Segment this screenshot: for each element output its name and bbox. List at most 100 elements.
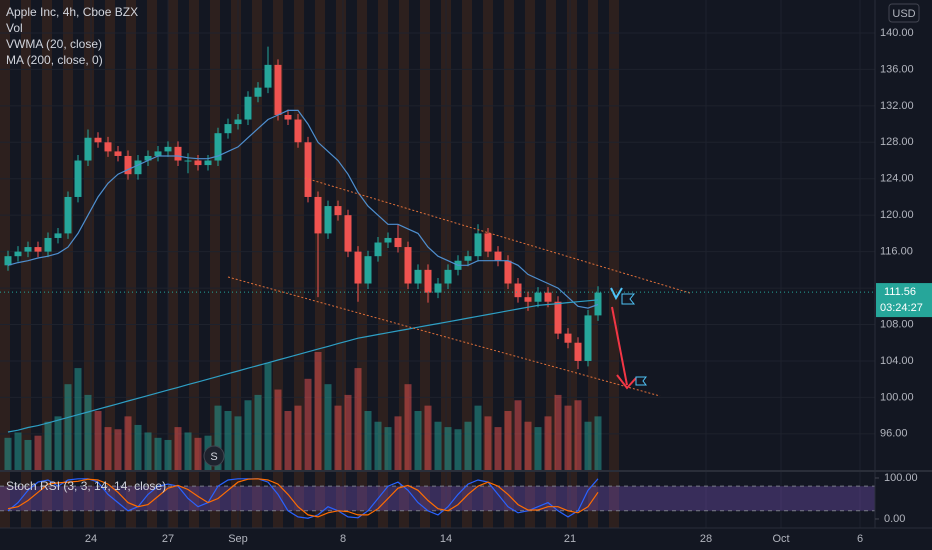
candle-body	[114, 151, 122, 156]
volume-bar	[284, 411, 292, 470]
session-stripe	[525, 0, 535, 528]
stoch-band	[0, 486, 875, 511]
split-icon-label: S	[210, 451, 217, 463]
candle-body	[324, 206, 332, 234]
volume-bar	[14, 432, 22, 470]
volume-bar	[374, 421, 382, 470]
volume-bar	[184, 432, 192, 470]
volume-bar	[394, 416, 402, 470]
x-tick-label: 14	[440, 533, 452, 545]
candle-body	[34, 247, 42, 252]
volume-bar	[134, 424, 142, 470]
session-stripe	[168, 0, 178, 528]
currency-box[interactable]	[888, 3, 920, 23]
last-price-label: 111.56	[884, 286, 916, 298]
x-tick-label: 21	[564, 533, 576, 545]
indicator-line	[7, 109, 599, 309]
candle-body	[514, 283, 522, 298]
flag-icon	[635, 376, 647, 386]
candle-body	[424, 269, 432, 293]
candle-body	[354, 251, 362, 284]
candle-body	[464, 256, 472, 261]
candle-body	[374, 242, 382, 257]
volume-bar	[424, 405, 432, 470]
countdown: 03:24:27	[880, 302, 923, 314]
y-tick-label: 128.00	[880, 136, 914, 148]
candle-body	[504, 260, 512, 284]
candle-body	[24, 247, 32, 252]
volume-bar	[254, 394, 262, 470]
candle-body	[564, 333, 572, 343]
volume-bar	[54, 416, 62, 470]
stoch-tick-label: 0.00	[884, 513, 905, 525]
candle-body	[314, 196, 322, 234]
y-tick-label: 120.00	[880, 209, 914, 221]
indicator-label: VWMA (20, close)	[6, 37, 102, 51]
stoch-tick-label: 100.00	[884, 472, 918, 484]
candle-body	[104, 142, 112, 152]
volume-bar	[574, 400, 582, 470]
volume-bar	[234, 416, 242, 470]
volume-bar	[94, 411, 102, 470]
session-stripe	[189, 0, 199, 528]
candle-body	[94, 137, 102, 143]
session-stripe	[126, 0, 136, 528]
candle-body	[44, 237, 52, 252]
volume-bar	[164, 439, 172, 470]
y-tick-label: 132.00	[880, 100, 914, 112]
x-tick-label: 28	[700, 533, 712, 545]
volume-bar	[124, 416, 132, 470]
volume-bar	[104, 427, 112, 470]
volume-bar	[174, 427, 182, 470]
candle-body	[584, 315, 592, 361]
candle-body	[284, 114, 292, 120]
x-tick-label: 8	[340, 533, 346, 545]
candle-body	[254, 87, 262, 97]
candle-body	[554, 301, 562, 334]
indicator-line	[7, 299, 599, 433]
candle-body	[144, 155, 152, 161]
volume-bar	[64, 384, 72, 470]
volume-bar	[484, 416, 492, 470]
volume-bar	[474, 405, 482, 470]
volume-bar	[154, 437, 162, 470]
candle-body	[494, 251, 502, 261]
volume-bar	[554, 394, 562, 470]
volume-bar	[544, 416, 552, 470]
volume-bar	[334, 405, 342, 470]
volume-bar	[24, 439, 32, 470]
candle-body	[4, 256, 12, 266]
volume-bar	[464, 421, 472, 470]
candle-body	[134, 160, 142, 175]
volume-bar	[364, 411, 372, 470]
session-stripe	[567, 0, 577, 528]
candle-body	[334, 206, 342, 216]
candle-body	[484, 233, 492, 252]
volume-bar	[324, 384, 332, 470]
candle-body	[264, 64, 272, 88]
session-stripe	[63, 0, 73, 528]
y-tick-label: 116.00	[880, 246, 913, 258]
volume-bar	[44, 421, 52, 470]
session-stripe	[357, 0, 367, 528]
x-tick-label: Oct	[772, 533, 789, 545]
volume-bar	[294, 405, 302, 470]
session-stripe	[399, 0, 409, 528]
candle-body	[544, 292, 552, 302]
session-stripe	[105, 0, 115, 528]
volume-bar	[444, 427, 452, 470]
candle-body	[244, 96, 252, 120]
x-tick-label: 24	[85, 533, 97, 545]
session-stripe	[609, 0, 619, 528]
volume-bar	[384, 427, 392, 470]
volume-bar	[524, 421, 532, 470]
candle-body	[414, 269, 422, 284]
session-stripe	[147, 0, 157, 528]
candle-body	[534, 292, 542, 302]
candle-body	[184, 160, 192, 162]
candle-body	[304, 142, 312, 197]
split-icon[interactable]	[203, 445, 225, 467]
candle-body	[194, 160, 202, 166]
x-tick-label: 6	[857, 533, 863, 545]
candle-body	[224, 124, 232, 134]
